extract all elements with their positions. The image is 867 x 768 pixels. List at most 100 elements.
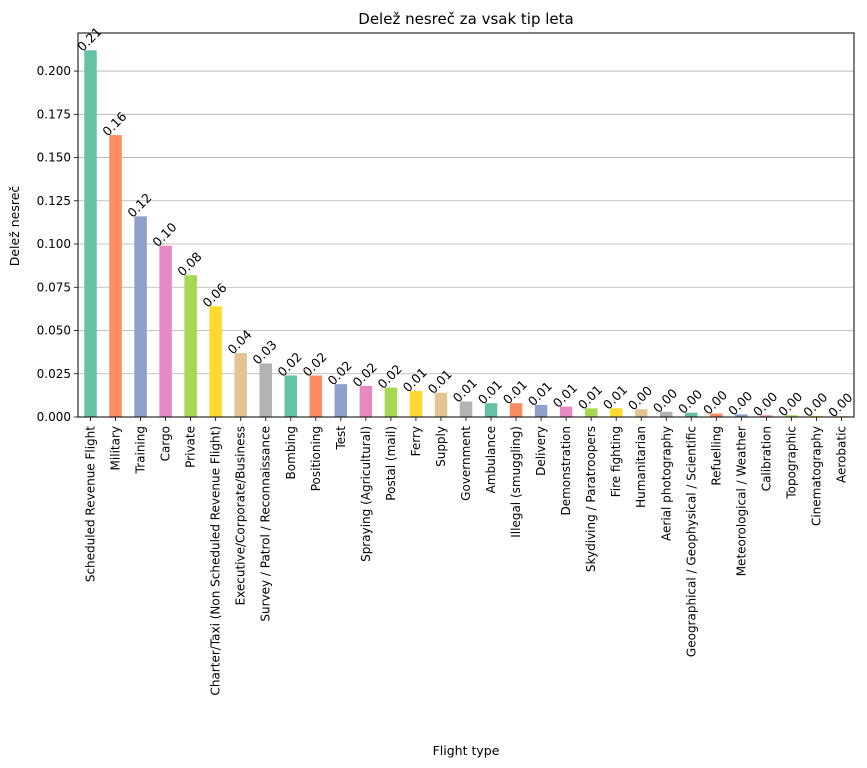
y-tick-label: 0.150 — [37, 151, 71, 165]
x-tick-label: Private — [184, 426, 198, 468]
bar — [634, 409, 648, 417]
x-tick-label: Ferry — [409, 426, 423, 456]
x-tick-label: Scheduled Revenue Flight — [84, 426, 98, 582]
data-label: 0.02 — [274, 349, 304, 379]
data-label: 0.00 — [725, 388, 755, 418]
bar — [309, 375, 323, 417]
bar — [609, 408, 623, 417]
data-label: 0.01 — [600, 382, 630, 412]
x-tick-label: Cargo — [159, 426, 173, 461]
bar — [209, 306, 222, 417]
x-tick-label: Test — [334, 426, 348, 451]
x-tick-label: Demonstration — [559, 426, 573, 516]
bar — [735, 414, 748, 417]
y-tick-label: 0.000 — [37, 410, 71, 424]
x-tick-label: Spraying (Agricultural) — [359, 426, 373, 562]
y-axis-label: Delež nesreč — [7, 186, 22, 267]
data-label: 0.01 — [550, 380, 580, 410]
x-tick-label: Government — [459, 426, 473, 501]
data-label: 0.01 — [400, 365, 430, 395]
x-tick-label: Fire fighting — [609, 426, 623, 497]
data-label: 0.00 — [775, 389, 805, 419]
data-label: 0.01 — [575, 382, 605, 412]
bar — [434, 392, 448, 417]
bar — [484, 403, 498, 417]
data-label: 0.12 — [124, 190, 154, 220]
bar — [84, 50, 97, 417]
data-label: 0.02 — [375, 361, 405, 391]
data-label: 0.00 — [675, 386, 705, 416]
data-label: 0.00 — [800, 389, 830, 419]
y-tick-label: 0.075 — [37, 280, 71, 294]
data-label: 0.01 — [475, 377, 505, 407]
y-tick-label: 0.175 — [37, 107, 71, 121]
data-label: 0.00 — [825, 390, 855, 420]
chart-title: Delež nesreč za vsak tip leta — [358, 10, 573, 28]
x-tick-label: Refuelling — [709, 426, 723, 486]
bar — [284, 375, 298, 417]
bar — [334, 384, 348, 417]
data-label: 0.06 — [199, 280, 229, 310]
data-label: 0.01 — [450, 375, 480, 405]
bar — [710, 413, 723, 417]
x-tick-label: Postal (mail) — [384, 426, 398, 501]
bar — [559, 406, 573, 417]
grid-lines — [78, 70, 854, 418]
x-tick-label: Aerial photography — [659, 426, 673, 541]
x-axis-label: Flight type — [433, 743, 500, 758]
x-axis-ticks: Scheduled Revenue Flight Military Training… — [84, 417, 848, 696]
bar — [184, 275, 197, 417]
x-tick-label: Cinematography — [809, 426, 823, 526]
bar — [810, 415, 823, 417]
y-tick-label: 0.200 — [37, 64, 71, 78]
bar — [234, 353, 247, 417]
x-tick-label: Skydiving / Paratroopers — [584, 426, 598, 572]
x-tick-label: Ambulance — [484, 426, 498, 493]
data-label: 0.00 — [700, 387, 730, 417]
bar — [159, 245, 172, 417]
x-tick-label: Executive/Corporate/Business — [234, 426, 248, 605]
x-tick-label: Survey / Patrol / Reconnaissance — [259, 426, 273, 622]
x-tick-label: Humanitarian — [634, 426, 648, 508]
bar — [685, 412, 698, 417]
data-label: 0.00 — [625, 383, 655, 413]
data-label: 0.01 — [500, 377, 530, 407]
data-label: 0.16 — [99, 109, 129, 139]
x-tick-label: Supply — [434, 426, 448, 467]
x-tick-label: Bombing — [284, 426, 298, 479]
bar — [259, 363, 272, 417]
data-label: 0.02 — [299, 349, 329, 379]
y-tick-label: 0.025 — [37, 367, 71, 381]
data-label: 0.21 — [74, 24, 104, 54]
data-label: 0.02 — [350, 360, 380, 390]
bar — [409, 391, 423, 417]
y-tick-label: 0.050 — [37, 324, 71, 338]
bar — [459, 401, 473, 417]
x-tick-label: Military — [109, 426, 123, 470]
bar — [384, 387, 398, 417]
y-axis-ticks: 0.000 0.025 0.050 0.075 0.100 0.125 0.150 0.175… — [37, 64, 78, 424]
y-tick-label: 0.100 — [37, 237, 71, 251]
bar — [660, 411, 673, 417]
bar — [534, 404, 548, 417]
bar — [760, 415, 773, 417]
bar — [134, 216, 147, 417]
bar — [509, 403, 523, 417]
bars — [84, 50, 848, 417]
data-label: 0.00 — [650, 385, 680, 415]
x-tick-label: Calibration — [759, 426, 773, 491]
data-label: 0.03 — [249, 337, 279, 367]
y-tick-label: 0.125 — [37, 194, 71, 208]
x-tick-label: Illegal (smuggling) — [509, 426, 523, 538]
x-tick-label: Training — [134, 426, 148, 474]
bar — [359, 385, 373, 417]
data-label: 0.10 — [149, 219, 179, 249]
bar — [584, 408, 598, 417]
data-label: 0.01 — [525, 379, 555, 409]
data-label: 0.01 — [425, 366, 455, 396]
data-label: 0.04 — [224, 327, 254, 357]
bar — [109, 135, 122, 417]
data-label: 0.00 — [750, 389, 780, 419]
x-tick-label: Aerobatic — [834, 426, 848, 483]
